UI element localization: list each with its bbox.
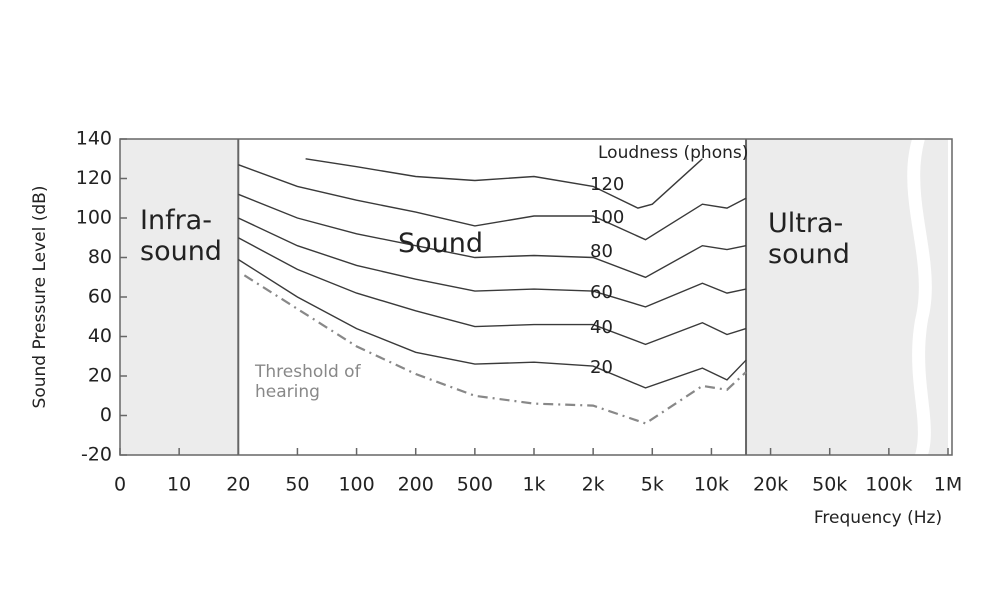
- series-label: 120: [590, 174, 624, 195]
- x-tick-label: 10: [167, 474, 191, 496]
- x-tick-label: 20k: [753, 474, 788, 496]
- series-label: 40: [590, 317, 613, 338]
- x-tick-label: 0: [114, 474, 126, 496]
- region: [120, 139, 239, 455]
- x-tick-label: 20: [226, 474, 250, 496]
- x-tick-label: 1k: [522, 474, 545, 496]
- series-label: Threshold of hearing: [255, 362, 361, 402]
- y-tick-label: 100: [76, 207, 112, 229]
- x-axis-label: Frequency (Hz): [814, 508, 942, 528]
- x-tick-label: 50: [285, 474, 309, 496]
- line: [238, 164, 747, 241]
- x-tick-label: 100: [338, 474, 374, 496]
- line: [237, 258, 747, 389]
- y-axis-label: Sound Pressure Level (dB): [30, 186, 50, 409]
- line: [243, 274, 747, 425]
- y-tick-label: 140: [76, 128, 112, 150]
- line: [237, 237, 747, 346]
- y-tick-label: 80: [88, 246, 112, 268]
- x-tick-label: 2k: [582, 474, 605, 496]
- y-tick-label: -20: [81, 444, 112, 466]
- x-tick-label: 100k: [865, 474, 912, 496]
- region-label: Ultra-sound: [768, 208, 850, 271]
- y-tick-label: 40: [88, 325, 112, 347]
- x-tick-label: 1M: [934, 474, 962, 496]
- series-label: 100: [590, 207, 624, 228]
- annotation: Loudness (phons): [598, 143, 748, 163]
- series-label: 80: [590, 241, 613, 262]
- line: [238, 217, 747, 308]
- x-tick-label: 500: [457, 474, 493, 496]
- axis-break: [907, 139, 932, 455]
- region-label: Infra-sound: [140, 205, 222, 268]
- x-tick-label: 10k: [694, 474, 729, 496]
- y-tick-label: 20: [88, 365, 112, 387]
- series-label: 60: [590, 282, 613, 303]
- line: [238, 193, 747, 279]
- x-tick-label: 5k: [641, 474, 664, 496]
- y-tick-label: 0: [100, 404, 112, 426]
- line: [305, 158, 703, 209]
- x-tick-label: 200: [398, 474, 434, 496]
- y-tick-label: 120: [76, 167, 112, 189]
- y-tick-label: 60: [88, 286, 112, 308]
- region-label: Sound: [398, 228, 484, 259]
- regions: [120, 139, 948, 455]
- x-tick-label: 50k: [812, 474, 847, 496]
- series-label: 20: [590, 357, 613, 378]
